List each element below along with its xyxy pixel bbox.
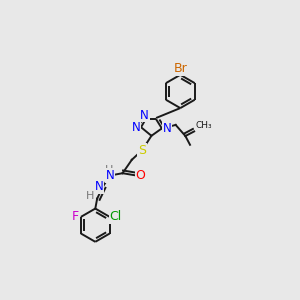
- Text: H: H: [105, 165, 114, 175]
- Text: N: N: [140, 109, 149, 122]
- Text: N: N: [94, 180, 103, 193]
- Text: H: H: [86, 191, 94, 201]
- Text: N: N: [132, 121, 140, 134]
- Text: Cl: Cl: [110, 210, 122, 223]
- Text: N: N: [106, 169, 114, 182]
- Text: CH₃: CH₃: [195, 121, 212, 130]
- Text: S: S: [138, 144, 146, 157]
- Text: N: N: [163, 122, 171, 135]
- Text: Br: Br: [173, 62, 187, 75]
- Text: F: F: [72, 210, 79, 223]
- Text: O: O: [136, 169, 146, 182]
